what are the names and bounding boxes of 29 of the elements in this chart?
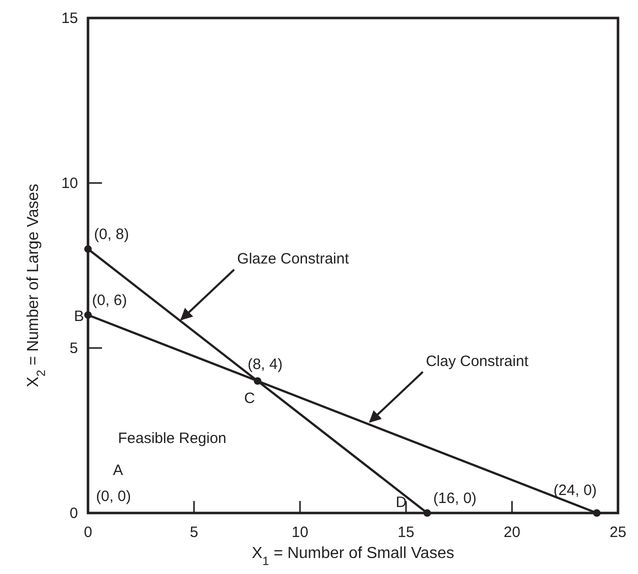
- data-label: (8, 4): [248, 356, 283, 373]
- annotation: C: [244, 390, 256, 407]
- annotation: Clay Constraint: [426, 352, 530, 370]
- annotation: (0, 0): [96, 488, 132, 505]
- point: [84, 245, 92, 253]
- x-tick-label: 25: [610, 524, 626, 541]
- point: [84, 311, 92, 319]
- y-tick-label: 0: [70, 505, 78, 522]
- x-tick-label: 10: [292, 524, 308, 541]
- annotation: Feasible Region: [118, 430, 226, 447]
- x-tick-label: 5: [190, 524, 198, 541]
- annotation: D: [396, 494, 407, 511]
- data-label: (0, 8): [94, 226, 130, 243]
- x-tick-label: 20: [504, 524, 520, 541]
- point: [254, 377, 262, 385]
- x-tick-label: 15: [398, 524, 414, 541]
- annotation: B: [74, 308, 84, 325]
- annotation: Glaze Constraint: [237, 250, 350, 268]
- point: [423, 509, 431, 517]
- y-tick-label: 10: [61, 175, 78, 192]
- x-tick-label: 0: [84, 524, 92, 541]
- annotation: A: [112, 462, 124, 479]
- data-label: (24, 0): [553, 482, 597, 499]
- x-axis-title: X$_{1}$ = Number of Small Vases: [252, 545, 454, 568]
- data-label: (16, 0): [433, 490, 477, 507]
- point: [593, 509, 601, 517]
- y-tick-label: 5: [70, 340, 78, 357]
- data-label: (0, 6): [92, 292, 128, 309]
- y-tick-label: 15: [61, 10, 78, 27]
